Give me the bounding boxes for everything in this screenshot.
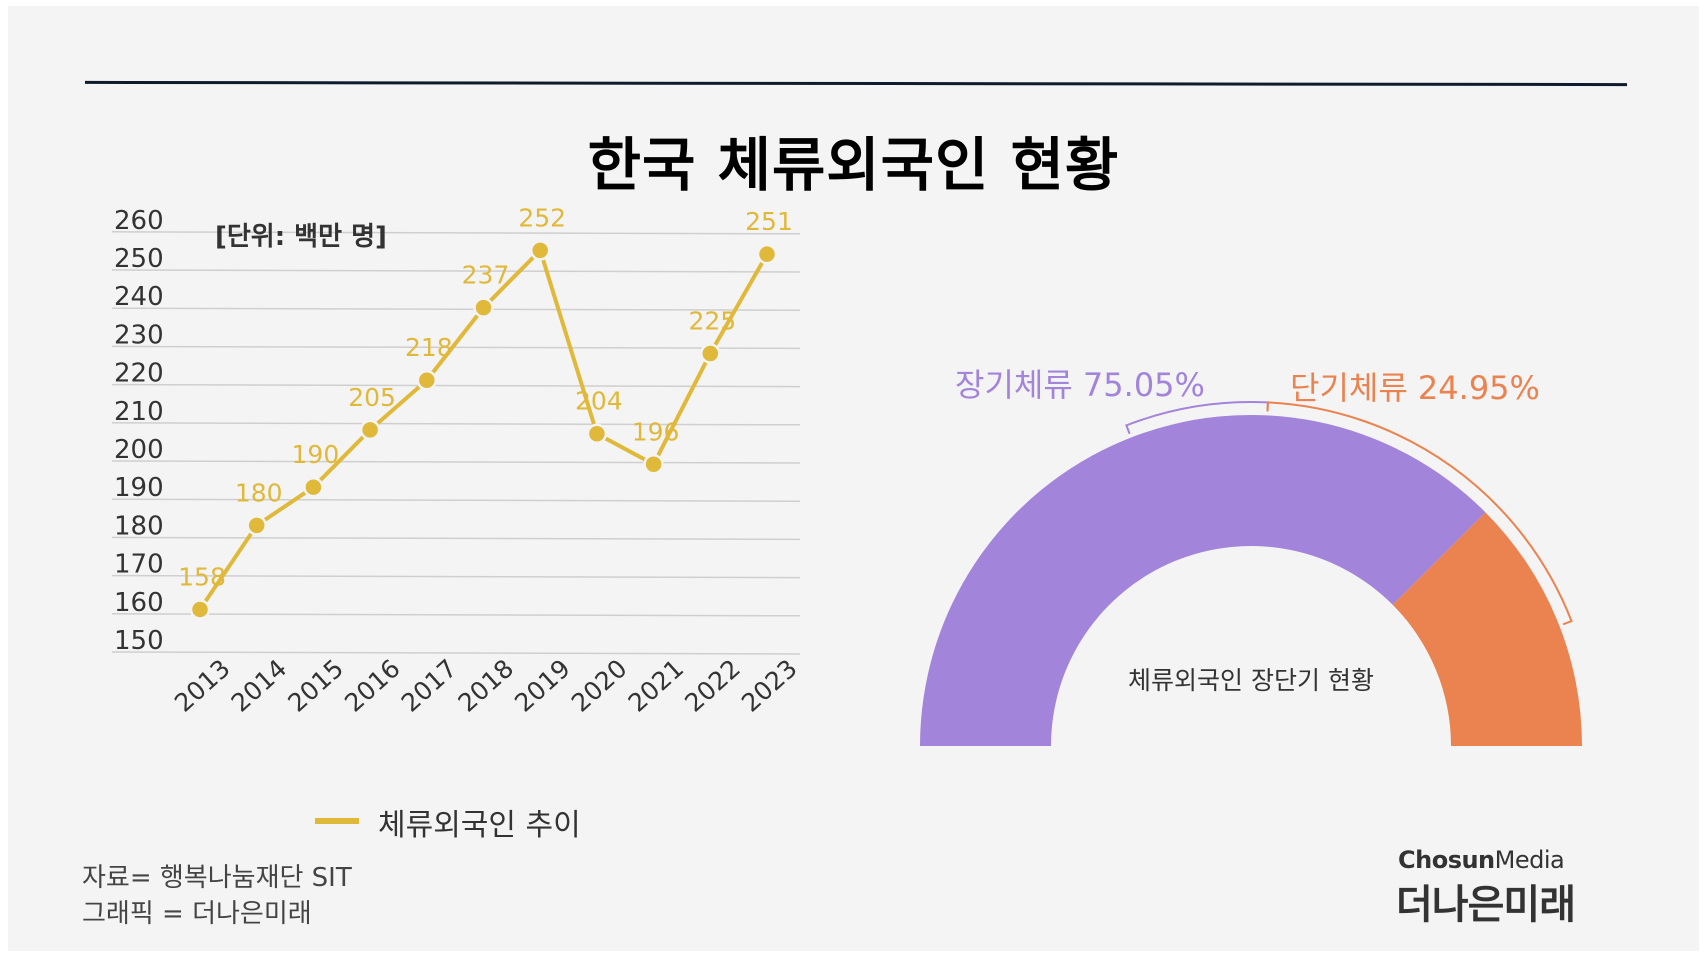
slice-brackets	[1125, 401, 1573, 626]
data-point	[756, 243, 778, 265]
grid-line	[111, 383, 801, 388]
y-tick-label: 210	[114, 397, 164, 427]
data-point	[643, 454, 664, 475]
data-point	[359, 419, 381, 441]
brand-chosunmedia: ChosunMedia	[1398, 846, 1565, 874]
y-axis-ticks: 150 160 170 180 190 200 210 220 230 240 250 260	[114, 206, 164, 656]
grid-line	[111, 613, 801, 617]
data-point	[303, 476, 324, 498]
legend-swatch	[315, 818, 359, 824]
y-tick-label: 250	[114, 244, 164, 274]
data-point	[529, 240, 551, 261]
data-label: 251	[745, 207, 793, 236]
brand-light: Media	[1494, 846, 1565, 874]
y-tick-label: 230	[114, 320, 164, 350]
data-point	[586, 423, 608, 444]
long-term-label: 장기체류 75.05%	[955, 366, 1205, 404]
grid-line	[111, 460, 801, 464]
data-label: 190	[292, 440, 340, 469]
y-tick-label: 180	[114, 511, 164, 541]
brand-logo: 더나은미래	[1396, 882, 1576, 928]
data-label: 237	[462, 261, 510, 290]
data-point	[700, 343, 721, 364]
long-term-bracket	[1125, 401, 1269, 435]
brand-bold: Chosun	[1398, 846, 1495, 874]
data-label: 218	[405, 333, 453, 362]
data-label: 204	[575, 387, 623, 416]
grid-line	[111, 422, 801, 426]
credit-note: 그래픽 = 더나은미래	[82, 899, 312, 929]
legend-label: 체류외국인 추이	[378, 808, 581, 843]
data-point	[416, 369, 438, 391]
data-points	[189, 240, 778, 620]
data-label: 205	[348, 383, 396, 412]
y-tick-label: 240	[114, 282, 164, 312]
data-label: 225	[688, 307, 736, 336]
short-term-label: 단기체류 24.95%	[1290, 369, 1540, 407]
y-tick-label: 160	[114, 588, 164, 618]
grid-line	[111, 536, 801, 541]
data-point	[246, 515, 267, 536]
data-label: 252	[518, 203, 566, 232]
y-tick-label: 200	[114, 435, 164, 465]
grid-lines	[111, 231, 801, 655]
data-labels: 158 180 190 205 218 237 252 204 196 225 251	[178, 203, 793, 591]
data-point	[473, 297, 494, 318]
grid-line	[111, 498, 801, 502]
grid-line	[111, 345, 801, 350]
short-term-bracket	[1266, 401, 1573, 626]
grid-line	[111, 231, 801, 235]
slice-labels: 장기체류 75.05% 단기체류 24.95%	[955, 366, 1540, 407]
grid-line	[111, 651, 801, 655]
grid-line	[111, 307, 801, 311]
y-tick-label: 220	[114, 359, 164, 389]
data-label: 196	[632, 417, 680, 446]
donut-slice	[920, 415, 1486, 746]
page-title: 한국 체류외국인 현황	[587, 131, 1120, 199]
data-point	[189, 599, 211, 620]
grid-line	[111, 574, 801, 579]
y-tick-label: 190	[114, 473, 164, 503]
data-label: 180	[235, 478, 283, 507]
y-tick-label: 150	[114, 626, 164, 656]
y-tick-label: 260	[114, 206, 164, 236]
donut-title: 체류외국인 장단기 현황	[1128, 666, 1374, 695]
donut-slices	[920, 415, 1582, 746]
grid-line	[111, 269, 801, 273]
y-tick-label: 170	[114, 550, 164, 580]
unit-label: [단위: 백만 명]	[215, 222, 387, 252]
data-label: 158	[178, 562, 226, 591]
donut-slice	[1392, 512, 1582, 746]
source-note: 자료= 행복나눔재단 SIT	[82, 863, 352, 893]
